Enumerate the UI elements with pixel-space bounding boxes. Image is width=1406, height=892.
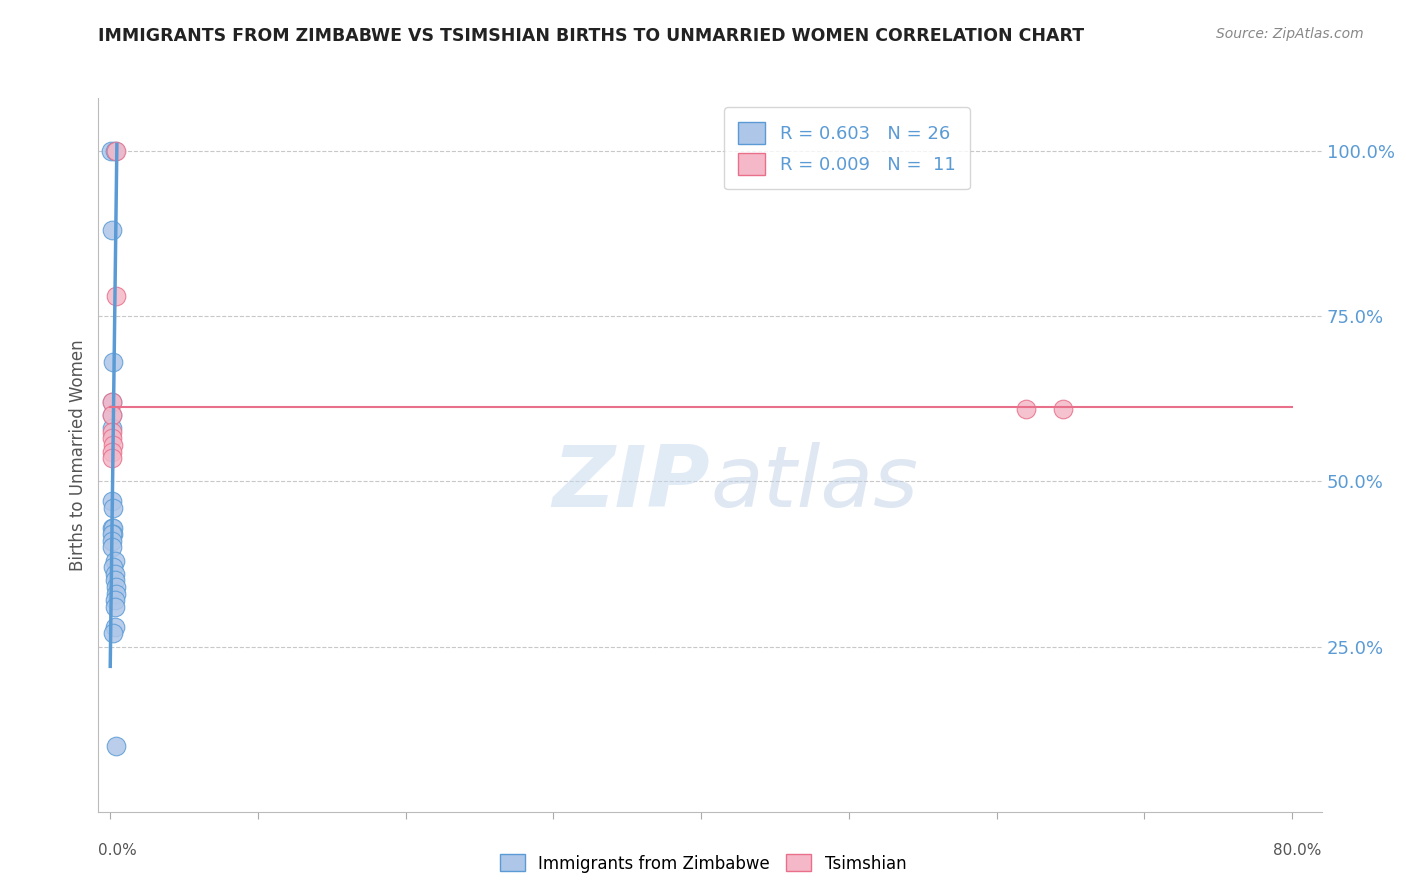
Point [100,223,122,237]
Point [100,541,122,555]
Point [100,409,122,423]
Point [1015,401,1038,416]
Point [100,527,122,541]
Point [104,144,127,158]
Point [100,444,122,458]
Point [103,527,125,541]
Text: IMMIGRANTS FROM ZIMBABWE VS TSIMSHIAN BIRTHS TO UNMARRIED WOMEN CORRELATION CHAR: IMMIGRANTS FROM ZIMBABWE VS TSIMSHIAN BI… [98,27,1084,45]
Point [104,593,127,607]
Point [105,580,128,594]
Text: atlas: atlas [710,442,918,525]
Point [103,500,125,515]
Point [100,520,122,534]
Text: ZIP: ZIP [553,442,710,525]
Point [105,144,128,158]
Point [103,355,125,369]
Point [100,395,122,409]
Point [100,409,122,423]
Text: 0.0%: 0.0% [98,843,138,858]
Point [1052,401,1074,416]
Point [105,739,128,753]
Point [104,554,127,568]
Point [103,438,125,452]
Point [100,494,122,508]
Point [105,587,128,601]
Point [104,566,127,581]
Point [101,421,124,435]
Point [103,520,125,534]
Point [101,533,124,548]
Point [103,626,125,640]
Point [105,289,128,303]
Point [104,599,127,614]
Y-axis label: Births to Unmarried Women: Births to Unmarried Women [69,339,87,571]
Legend: R = 0.603   N = 26, R = 0.009   N =  11: R = 0.603 N = 26, R = 0.009 N = 11 [724,107,970,189]
Legend: Immigrants from Zimbabwe, Tsimshian: Immigrants from Zimbabwe, Tsimshian [494,847,912,880]
Point [100,451,122,466]
Text: 80.0%: 80.0% [1274,843,1322,858]
Text: Source: ZipAtlas.com: Source: ZipAtlas.com [1216,27,1364,41]
Point [100,395,122,409]
Point [104,574,127,588]
Point [104,620,127,634]
Point [103,560,125,574]
Point [100,425,122,439]
Point [100,431,122,445]
Point [100,144,122,158]
